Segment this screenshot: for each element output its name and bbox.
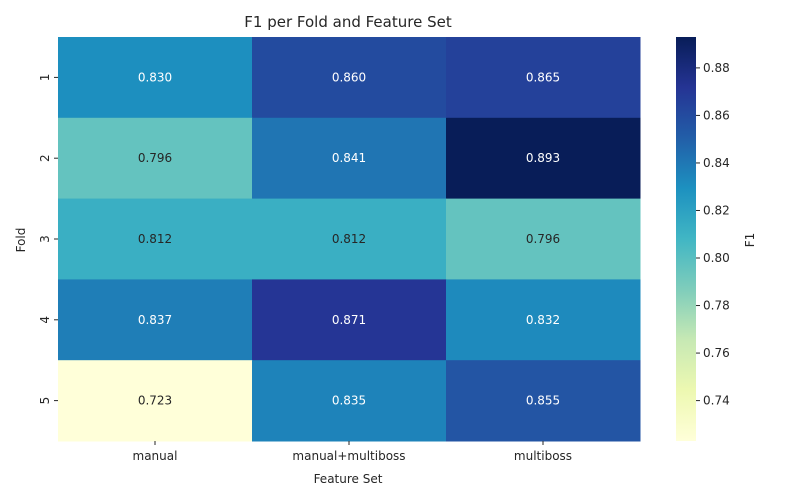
colorbar-tick-label: 0.74 <box>703 394 730 408</box>
cell-value-label: 0.812 <box>332 232 366 246</box>
cell-value-label: 0.860 <box>332 70 366 84</box>
y-tick-label: 4 <box>38 316 52 324</box>
colorbar: 0.74 0.76 0.78 0.80 0.82 0.84 0.86 0.88 <box>676 37 730 441</box>
cell-value-label: 0.812 <box>138 232 172 246</box>
heatmap-cells: 0.830 0.860 0.865 0.796 0.841 0.893 0.812 0.812… <box>58 37 641 442</box>
chart-title: F1 per Fold and Feature Set <box>244 13 452 31</box>
colorbar-tick-label: 0.76 <box>703 346 730 360</box>
colorbar-tick-label: 0.82 <box>703 203 730 217</box>
heatmap-cell <box>446 198 641 280</box>
y-tick-label: 5 <box>38 397 52 405</box>
x-tick-label: manual <box>133 449 178 463</box>
heatmap-cell <box>446 279 641 361</box>
x-axis: manual manual+multiboss multiboss <box>133 441 572 463</box>
colorbar-label: F1 <box>743 233 757 248</box>
y-axis: 1 2 3 4 5 <box>38 74 58 405</box>
x-axis-label: Feature Set <box>314 472 383 486</box>
colorbar-gradient <box>676 37 696 441</box>
cell-value-label: 0.865 <box>526 70 560 84</box>
cell-value-label: 0.832 <box>526 313 560 327</box>
heatmap-cell <box>446 117 641 200</box>
cell-value-label: 0.871 <box>332 313 366 327</box>
heatmap-cell <box>252 279 447 361</box>
colorbar-tick-label: 0.80 <box>703 251 730 265</box>
cell-value-label: 0.855 <box>526 394 560 408</box>
cell-value-label: 0.723 <box>138 394 172 408</box>
x-tick-label: multiboss <box>514 449 572 463</box>
cell-value-label: 0.796 <box>526 232 560 246</box>
x-tick-label: manual+multiboss <box>292 449 405 463</box>
heatmap-cell <box>58 198 253 280</box>
heatmap-cell <box>58 360 253 442</box>
colorbar-tick-label: 0.84 <box>703 156 730 170</box>
cell-value-label: 0.841 <box>332 151 366 165</box>
heatmap-cell <box>252 37 447 119</box>
heatmap-cell <box>252 198 447 280</box>
heatmap-cell <box>252 117 447 200</box>
heatmap-cell <box>252 360 447 442</box>
heatmap-cell <box>58 117 253 200</box>
colorbar-tick-label: 0.86 <box>703 108 730 122</box>
cell-value-label: 0.835 <box>332 394 366 408</box>
cell-value-label: 0.837 <box>138 313 172 327</box>
y-tick-label: 2 <box>38 154 52 162</box>
heatmap-cell <box>446 360 641 442</box>
heatmap-cell <box>58 37 253 119</box>
colorbar-tick-label: 0.88 <box>703 61 730 75</box>
cell-value-label: 0.893 <box>526 151 560 165</box>
colorbar-tick-label: 0.78 <box>703 299 730 313</box>
heatmap-cell <box>446 37 641 119</box>
y-tick-label: 3 <box>38 235 52 243</box>
cell-value-label: 0.830 <box>138 70 172 84</box>
cell-value-label: 0.796 <box>138 151 172 165</box>
y-axis-label: Fold <box>14 228 28 253</box>
y-tick-label: 1 <box>38 74 52 82</box>
heatmap-cell <box>58 279 253 361</box>
